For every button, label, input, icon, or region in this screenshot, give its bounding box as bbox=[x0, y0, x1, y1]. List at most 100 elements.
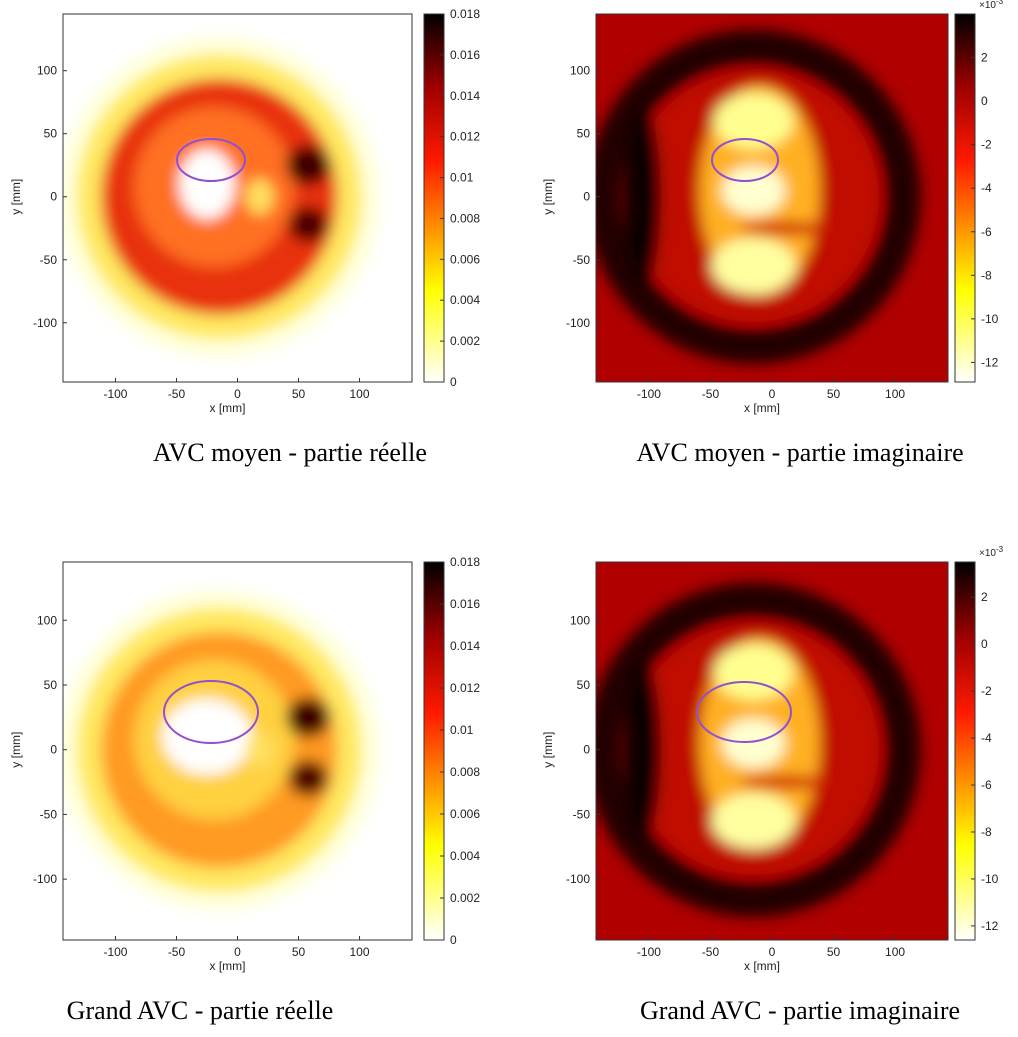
y-tick-label: -50 bbox=[40, 807, 58, 821]
x-tick-label: 0 bbox=[234, 387, 241, 401]
lesion-outline bbox=[176, 138, 246, 182]
multiplier-exponent: -3 bbox=[996, 0, 1004, 6]
colorbar-tick-label: 0 bbox=[450, 933, 457, 947]
colorbar-tick-label: 0.008 bbox=[450, 211, 480, 225]
y-tick-label: -50 bbox=[573, 253, 591, 267]
x-tick-label: -50 bbox=[168, 945, 186, 959]
lesion-outline bbox=[696, 681, 792, 743]
y-tick-label: 50 bbox=[577, 127, 591, 141]
mid-hot bbox=[721, 718, 786, 769]
y-axis-label: y [mm] bbox=[541, 179, 555, 215]
colorbar bbox=[423, 561, 445, 941]
colorbar-tick-label: 0.008 bbox=[450, 765, 480, 779]
lesion-outline bbox=[711, 138, 779, 182]
colorbar-tick-label: -6 bbox=[981, 778, 992, 792]
x-axis-label: x [mm] bbox=[744, 401, 780, 415]
y-tick-label: 100 bbox=[37, 613, 57, 627]
y-tick-label: -100 bbox=[33, 872, 57, 886]
y-tick-label: -50 bbox=[573, 807, 591, 821]
colorbar-tick-label: 0.002 bbox=[450, 891, 480, 905]
stripe bbox=[739, 775, 830, 790]
x-tick-label: 50 bbox=[827, 945, 841, 959]
panel-caption: AVC moyen - partie réelle bbox=[153, 438, 427, 467]
colorbar-tick-label: 0.014 bbox=[450, 89, 480, 103]
colorbar bbox=[954, 561, 976, 941]
colorbar-tick-label: 0.012 bbox=[450, 681, 480, 695]
colorbar-tick-label: 0.016 bbox=[450, 48, 480, 62]
colorbar bbox=[954, 13, 976, 383]
heatmap-image bbox=[63, 562, 412, 940]
y-tick-label: -50 bbox=[40, 253, 58, 267]
colorbar-tick-label: 0.006 bbox=[450, 807, 480, 821]
warm bbox=[245, 178, 274, 215]
x-tick-label: 50 bbox=[292, 387, 306, 401]
colorbar-tick-label: -12 bbox=[981, 355, 999, 369]
y-tick-label: 0 bbox=[50, 743, 57, 757]
low-hot bbox=[711, 238, 796, 295]
colorbar-tick-label: -10 bbox=[981, 312, 999, 326]
x-tick-label: 100 bbox=[885, 945, 905, 959]
colorbar-tick-label: 0 bbox=[450, 375, 457, 389]
colorbar-multiplier: ×10-3 bbox=[979, 0, 1004, 11]
x-tick-label: 50 bbox=[827, 387, 841, 401]
colorbar-tick-label: 0.01 bbox=[450, 171, 474, 185]
x-axis-label: x [mm] bbox=[210, 959, 246, 973]
colorbar-tick-label: -4 bbox=[981, 731, 992, 745]
x-tick-label: 0 bbox=[769, 945, 776, 959]
left-dark bbox=[624, 106, 661, 287]
colorbar-tick-label: -2 bbox=[981, 138, 992, 152]
y-tick-label: 50 bbox=[44, 127, 58, 141]
dark1 bbox=[286, 145, 331, 186]
colorbar-tick-label: 0.018 bbox=[450, 7, 480, 21]
y-tick-label: -100 bbox=[566, 316, 590, 330]
y-axis-label: y [mm] bbox=[9, 179, 23, 215]
y-tick-label: 0 bbox=[583, 190, 590, 204]
x-tick-label: 50 bbox=[292, 945, 306, 959]
colorbar-tick-label: 2 bbox=[981, 51, 988, 65]
heatmap-image bbox=[596, 562, 948, 940]
x-tick-label: -100 bbox=[103, 945, 127, 959]
y-tick-label: 100 bbox=[570, 613, 590, 627]
colorbar bbox=[423, 13, 445, 383]
colorbar-multiplier: ×10-3 bbox=[979, 545, 1004, 559]
x-tick-label: 100 bbox=[350, 387, 370, 401]
mid-hot bbox=[721, 165, 786, 216]
y-tick-label: -100 bbox=[33, 316, 57, 330]
colorbar-tick-label: -10 bbox=[981, 872, 999, 886]
x-tick-label: 100 bbox=[350, 945, 370, 959]
colorbar-tick-label: 0.01 bbox=[450, 723, 474, 737]
blobs bbox=[63, 589, 380, 910]
y-tick-label: -100 bbox=[566, 872, 590, 886]
colorbar-tick-label: 0.002 bbox=[450, 334, 480, 348]
colorbar-tick-label: 0 bbox=[981, 94, 988, 108]
multiplier-exponent: -3 bbox=[996, 545, 1004, 554]
warm bbox=[245, 731, 274, 768]
y-tick-label: 100 bbox=[570, 64, 590, 78]
x-tick-label: -100 bbox=[637, 387, 661, 401]
y-tick-label: 0 bbox=[583, 743, 590, 757]
colorbar-tick-label: -8 bbox=[981, 268, 992, 282]
colorbar-tick-label: -4 bbox=[981, 181, 992, 195]
x-tick-label: -100 bbox=[637, 945, 661, 959]
dark1 bbox=[286, 697, 331, 738]
blobs bbox=[596, 29, 921, 364]
hot bbox=[161, 698, 252, 775]
lesion-outline bbox=[163, 680, 259, 744]
y-axis-label: y [mm] bbox=[541, 732, 555, 768]
x-tick-label: -50 bbox=[702, 387, 720, 401]
multiplier-base: ×10 bbox=[979, 548, 996, 559]
dark-ring bbox=[596, 582, 921, 917]
dark2 bbox=[288, 760, 329, 797]
multiplier-base: ×10 bbox=[979, 0, 996, 11]
colorbar-tick-label: 0.004 bbox=[450, 293, 480, 307]
panel-caption: Grand AVC - partie réelle bbox=[67, 996, 334, 1025]
top-hot bbox=[713, 644, 794, 701]
x-axis-label: x [mm] bbox=[210, 401, 246, 415]
heatmap-image bbox=[596, 14, 948, 382]
y-tick-label: 50 bbox=[577, 678, 591, 692]
colorbar-tick-label: 0.006 bbox=[450, 252, 480, 266]
colorbar-tick-label: 0.004 bbox=[450, 849, 480, 863]
x-axis-label: x [mm] bbox=[744, 959, 780, 973]
colorbar-tick-label: -12 bbox=[981, 919, 999, 933]
